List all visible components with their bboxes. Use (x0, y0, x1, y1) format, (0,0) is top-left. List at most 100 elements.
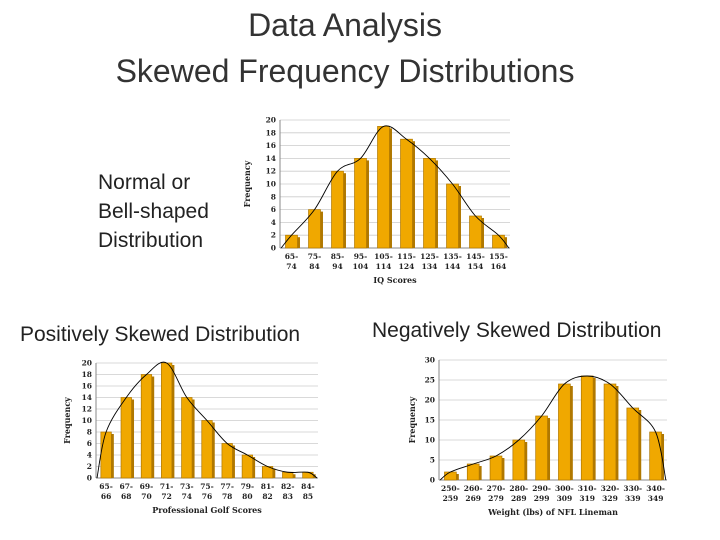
bar-shadow (232, 445, 235, 478)
x-tick-label: 80 (242, 492, 252, 501)
bar-shadow (661, 434, 665, 480)
x-tick-label: 319 (579, 494, 595, 503)
bar (161, 362, 173, 479)
bar-shadow (435, 160, 438, 248)
normal-distribution-label: Normal or Bell-shaped Distribution (98, 168, 209, 255)
x-tick-label: 65- (99, 482, 113, 491)
bar (201, 420, 213, 479)
y-tick-label: 2 (87, 462, 92, 471)
x-tick-label: 269 (465, 494, 481, 503)
y-tick-label: 10 (82, 416, 92, 425)
x-tick-label: 67- (119, 482, 133, 491)
bar-shadow (412, 141, 415, 248)
distribution-curve (280, 125, 510, 249)
slide-title-line1: Data Analysis (248, 7, 442, 43)
x-tick-label: 66 (101, 492, 111, 501)
x-tick-label: 75- (200, 482, 214, 491)
x-tick-label: 68 (121, 492, 131, 501)
bar-shadow (272, 468, 276, 478)
x-tick-label: 300- (555, 484, 574, 493)
distribution-curve (439, 375, 667, 481)
x-tick-label: 330- (623, 484, 642, 493)
bar-shadow (501, 458, 505, 480)
bar (377, 126, 390, 249)
y-tick-label: 0 (271, 244, 276, 253)
bar (558, 383, 571, 481)
x-tick-label: 280- (509, 484, 528, 493)
x-tick-label: 299 (534, 494, 550, 503)
bar-shadow (151, 376, 155, 478)
bar (400, 138, 413, 249)
x-tick-label: 84 (309, 262, 319, 271)
x-tick-label: 145- (466, 252, 485, 261)
bar-shadow (504, 237, 507, 248)
normal-label-line3: Distribution (98, 229, 204, 252)
y-tick-label: 8 (271, 192, 276, 201)
bar (282, 471, 294, 479)
y-tick-label: 12 (82, 405, 92, 414)
y-tick-label: 6 (271, 205, 276, 214)
y-tick-label: 10 (425, 436, 435, 445)
bar (580, 375, 594, 481)
bar-shadow (479, 466, 482, 480)
x-tick-label: 77- (220, 482, 234, 491)
bar (221, 443, 233, 479)
bar-shadow (615, 386, 619, 480)
x-tick-label: 71- (160, 482, 174, 491)
x-tick-label: 259 (443, 494, 459, 503)
y-tick-label: 0 (430, 476, 435, 485)
bar-shadow (481, 218, 484, 248)
bar (241, 454, 253, 479)
x-tick-label: 309 (557, 494, 573, 503)
bar-shadow (570, 386, 573, 480)
x-tick-label: 78 (222, 492, 232, 501)
y-tick-label: 20 (266, 116, 276, 125)
x-tick-label: 260- (464, 484, 483, 493)
x-tick-label: 82 (262, 492, 272, 501)
x-tick-label: 289 (511, 494, 527, 503)
x-tick-label: 134 (422, 262, 438, 271)
x-tick-label: 104 (353, 262, 369, 271)
x-tick-label: 310- (578, 484, 597, 493)
y-tick-label: 5 (430, 456, 435, 465)
bar-shadow (192, 399, 195, 478)
x-tick-label: 94 (332, 262, 342, 271)
positive-skew-chart: 0246810121416182065-6667-6869-7071-7273-… (62, 359, 318, 515)
x-axis-title: Professional Golf Scores (152, 505, 262, 515)
bar (302, 471, 314, 479)
bar (535, 415, 548, 481)
normal-label-line1: Normal or (98, 171, 191, 194)
bar (444, 471, 457, 481)
x-tick-label: 95- (354, 252, 368, 261)
bar-shadow (366, 160, 369, 248)
bar (100, 431, 112, 479)
y-tick-label: 30 (425, 356, 435, 365)
x-tick-label: 124 (399, 262, 415, 271)
x-tick-label: 76 (202, 492, 212, 501)
y-axis-title: Frequency (62, 397, 72, 444)
bar (446, 183, 459, 249)
x-tick-label: 81- (261, 482, 275, 491)
y-tick-label: 4 (271, 218, 276, 227)
x-axis-title: IQ Scores (373, 275, 417, 285)
bar-shadow (343, 173, 346, 248)
x-tick-label: 155- (489, 252, 508, 261)
x-tick-label: 83 (283, 492, 293, 501)
x-tick-label: 84- (301, 482, 315, 491)
bar (331, 170, 344, 249)
x-tick-label: 70 (141, 492, 151, 501)
y-tick-label: 15 (425, 416, 435, 425)
x-tick-label: 270- (487, 484, 506, 493)
x-tick-label: 125- (420, 252, 439, 261)
bar-shadow (320, 211, 323, 248)
bar-shadow (456, 474, 459, 480)
x-tick-label: 250- (441, 484, 460, 493)
y-tick-label: 20 (82, 359, 92, 368)
bar (120, 397, 132, 479)
x-tick-label: 65- (285, 252, 299, 261)
bar-shadow (171, 365, 175, 478)
x-tick-label: 73- (180, 482, 194, 491)
y-tick-label: 0 (87, 474, 92, 483)
bar (649, 431, 662, 481)
bar (354, 158, 367, 249)
